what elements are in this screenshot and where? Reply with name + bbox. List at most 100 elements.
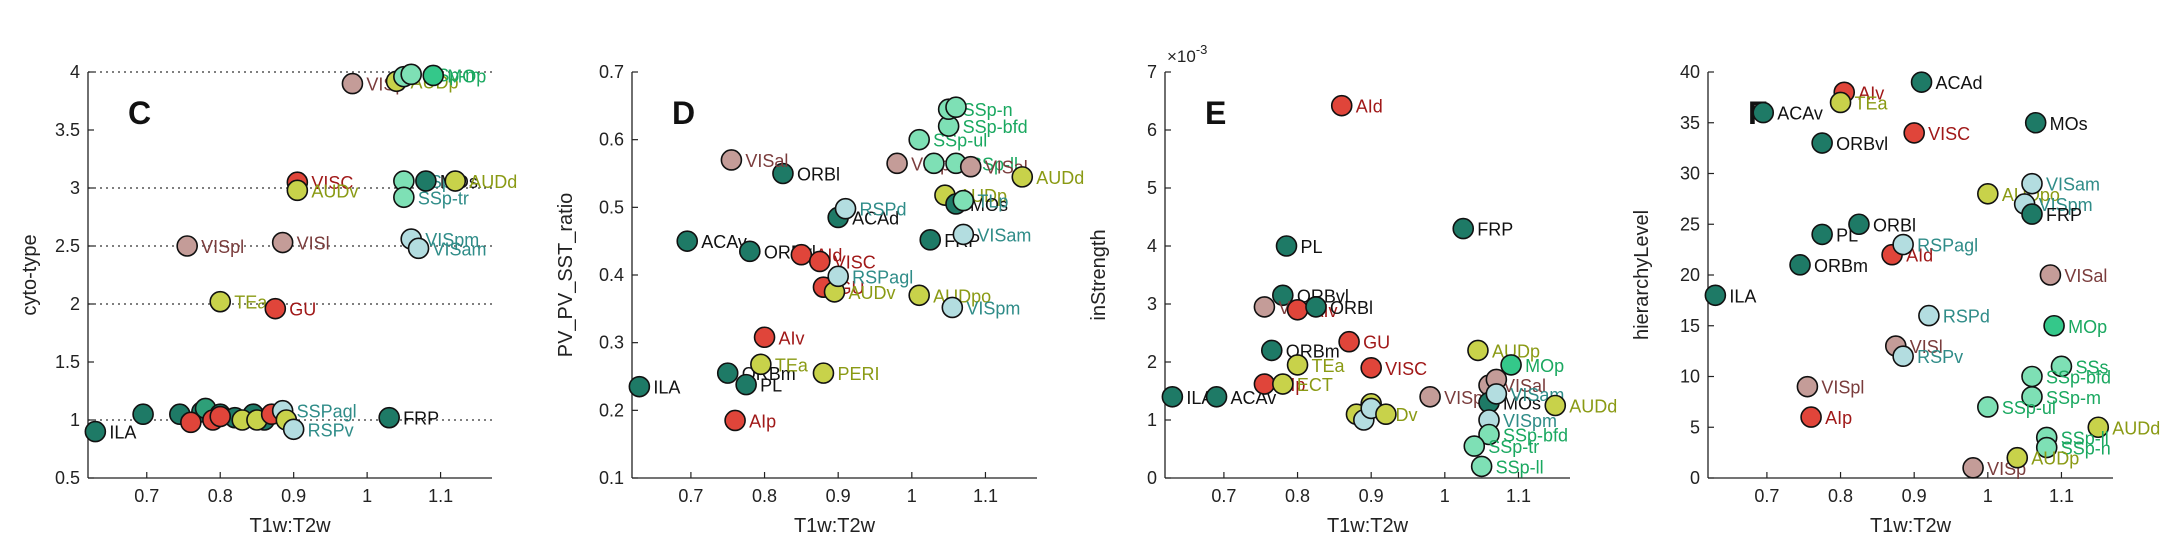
x-tick-label: 0.8 xyxy=(752,486,777,506)
data-point xyxy=(2021,203,2043,225)
point-label: TEa xyxy=(1855,93,1889,113)
point-label: SSp-tr xyxy=(418,188,469,208)
data-point xyxy=(1800,406,1822,428)
data-point xyxy=(1811,223,1833,246)
x-tick-label: 0.7 xyxy=(1211,486,1236,506)
data-point xyxy=(1360,356,1382,379)
y-tick-label: 15 xyxy=(1680,316,1700,336)
data-point xyxy=(735,373,757,396)
point-label: VISC xyxy=(1928,124,1970,144)
data-point xyxy=(2087,416,2110,439)
point-label: VISpl xyxy=(201,237,244,257)
data-point xyxy=(941,296,964,319)
point-label: ORBvl xyxy=(1836,134,1888,154)
data-point xyxy=(952,189,975,212)
y-tick-label: 0.6 xyxy=(599,130,624,150)
y-tick-label: 0.1 xyxy=(599,468,624,488)
y-tick-label: 4 xyxy=(1147,236,1157,256)
y-tick-label: 6 xyxy=(1147,120,1157,140)
x-tick-label: 1 xyxy=(907,486,917,506)
data-point xyxy=(1470,455,1493,478)
point-label: SSp-n xyxy=(963,100,1013,120)
point-label: MOs xyxy=(970,195,1008,215)
data-point xyxy=(1272,373,1294,395)
point-label: MOp xyxy=(447,66,486,86)
data-point xyxy=(1286,298,1309,321)
panel-e: 0 1 2 3 4 5 6 7 0.7 0.8 0.9 1 1.1 T1w:T2w inStrength ×1… xyxy=(1088,42,1617,537)
data-point xyxy=(1796,375,1819,398)
y-tick-label: 0 xyxy=(1147,468,1157,488)
y-tick-label: 25 xyxy=(1680,214,1700,234)
point-label: MOs xyxy=(2050,114,2088,134)
data-point xyxy=(415,170,437,192)
point-label: AUDp xyxy=(1492,341,1540,361)
data-point xyxy=(1485,383,1508,405)
x-axis-label: T1w:T2w xyxy=(1327,515,1409,537)
data-point xyxy=(676,230,699,252)
point-label: SSp-ul xyxy=(2002,398,2056,418)
data-point xyxy=(2050,355,2073,378)
point-label: SSs xyxy=(2075,357,2108,377)
x-tick-label: 1 xyxy=(1440,486,1450,506)
y-tick-label: 5 xyxy=(1147,178,1157,198)
panel-letter: E xyxy=(1205,95,1226,131)
data-point xyxy=(808,250,831,273)
data-point xyxy=(1829,91,1852,114)
data-point xyxy=(1892,233,1914,256)
data-point xyxy=(209,290,232,313)
x-tick-label: 1 xyxy=(362,486,372,506)
point-label: GU xyxy=(289,300,316,320)
data-point xyxy=(1260,339,1283,362)
y-tick-label: 0 xyxy=(1690,468,1700,488)
point-label: SSp-tr xyxy=(1488,437,1539,457)
point-label: SSp-bfd xyxy=(2046,368,2111,388)
y-tick-label: 40 xyxy=(1680,62,1700,82)
data-point xyxy=(422,64,445,87)
data-point xyxy=(1419,385,1441,408)
data-point xyxy=(1892,345,1914,368)
point-label: TEa xyxy=(775,355,809,375)
y-tick-label: 0.3 xyxy=(599,333,624,353)
point-label: SSp-m xyxy=(2046,388,2101,408)
point-label: VISam xyxy=(977,225,1031,245)
point-label: RSPv xyxy=(1917,347,1963,367)
data-point xyxy=(176,235,198,257)
data-point xyxy=(209,405,232,428)
point-label: VISC xyxy=(311,173,353,193)
data-point xyxy=(393,186,415,209)
data-point xyxy=(444,170,467,192)
panel-letter: D xyxy=(672,95,695,131)
data-point xyxy=(1452,217,1475,240)
x-tick-label: 0.9 xyxy=(1359,486,1384,506)
point-label: GU xyxy=(1363,333,1390,353)
x-tick-label: 0.9 xyxy=(826,486,851,506)
point-label: ECT xyxy=(1297,375,1333,395)
point-label: RSPv xyxy=(308,420,354,440)
data-point xyxy=(1272,284,1294,307)
y-tick-label: 0.4 xyxy=(599,265,624,285)
data-point xyxy=(1011,166,1034,188)
point-label: TLp xyxy=(977,192,1008,212)
y-tick-label: 5 xyxy=(1690,417,1700,437)
y-tick-label: 2 xyxy=(70,294,80,314)
y-axis-label: inStrength xyxy=(1088,229,1110,320)
x-tick-label: 0.7 xyxy=(134,486,159,506)
data-point xyxy=(724,409,746,432)
point-label: AUDd xyxy=(1569,397,1617,417)
data-point xyxy=(886,152,908,175)
point-label: RSPd xyxy=(860,200,907,220)
y-tick-label: 35 xyxy=(1680,113,1700,133)
data-point xyxy=(2043,314,2065,337)
point-label: SSp-ll xyxy=(970,154,1018,174)
data-point xyxy=(628,375,651,398)
data-point xyxy=(1205,385,1228,408)
data-point xyxy=(1544,394,1567,417)
data-point xyxy=(1253,373,1276,395)
point-label: AUDd xyxy=(469,172,517,192)
point-label: AUDv xyxy=(311,181,358,201)
data-point xyxy=(1161,385,1184,408)
point-label: AUDp xyxy=(2031,449,2079,469)
data-point xyxy=(952,223,975,246)
data-point xyxy=(812,362,835,384)
point-label: ORBl xyxy=(797,165,840,185)
